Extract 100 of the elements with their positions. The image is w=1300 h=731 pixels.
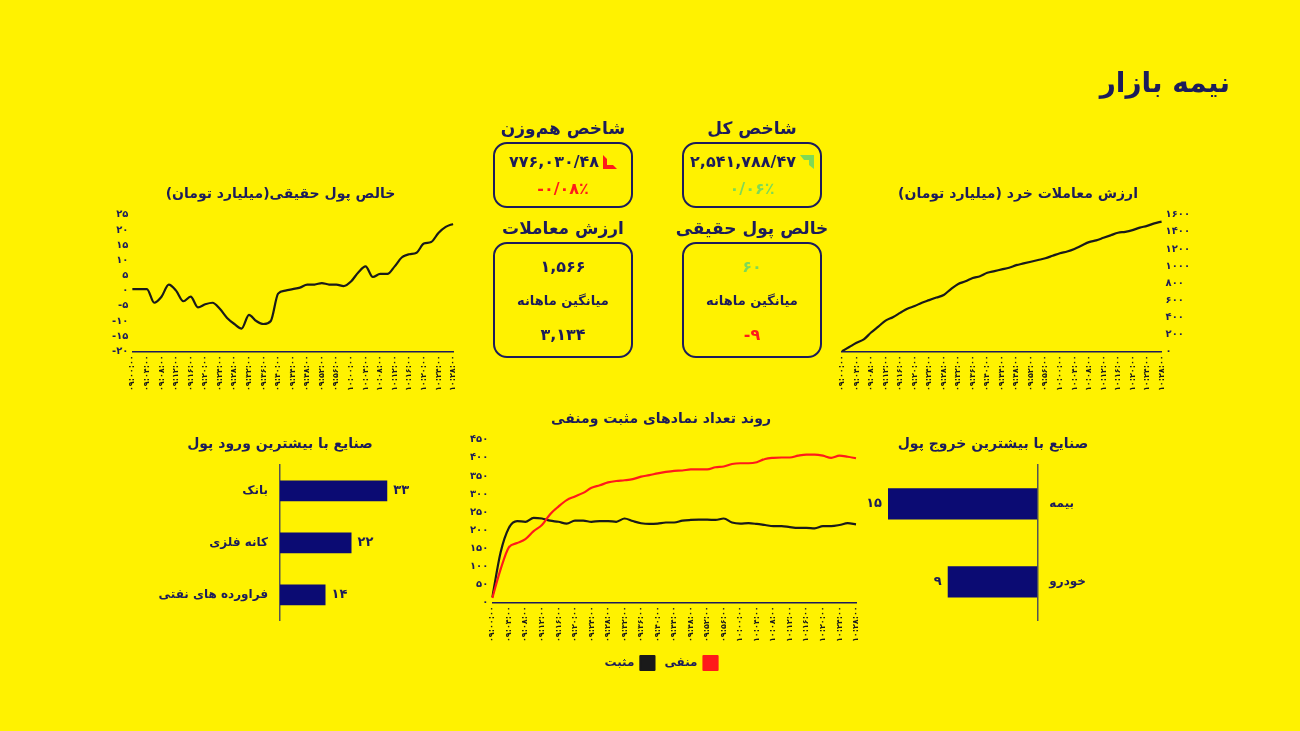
text: ۱,۵۶۶ (540, 256, 586, 276)
x-tick-label: ۰۹:۱۲:۰۰ (536, 606, 546, 643)
chart-title: خالص پول حقیقی(میلیارد تومان) (165, 185, 396, 203)
y-tick-label: -۱۵ (112, 329, 129, 341)
x-tick-label: ۰۹:۵۶:۰۰ (718, 606, 728, 643)
y-tick-label: ۴۵۰ (470, 433, 489, 445)
x-tick-label: ۰۹:۲۰:۰۰ (570, 606, 580, 643)
x-tick-label: ۱۰:۱۲:۰۰ (389, 355, 399, 392)
y-tick-label: ۵۰ (476, 577, 489, 589)
x-tick-label: ۰۹:۰۰:۰۰ (127, 355, 137, 392)
text: ارزش معاملات (501, 218, 625, 238)
x-tick-label: ۱۰:۲۸:۰۰ (448, 355, 458, 392)
x-tick-label: ۱۰:۱۲:۰۰ (1098, 355, 1108, 392)
line-series (131, 222, 455, 330)
text: ۶۰ (742, 256, 762, 276)
chart-title: روند تعداد نمادهای مثبت ومنفی (551, 410, 771, 428)
x-tick-label: ۱۰:۱۶:۰۰ (404, 355, 414, 392)
text: شاخص هم‌وزن (499, 118, 627, 138)
x-tick-label: ۱۰:۲۴:۰۰ (433, 355, 443, 392)
y-tick-label: -۵ (118, 299, 129, 311)
x-tick-label: ۰۹:۲۴:۰۰ (924, 355, 934, 392)
x-tick-label: ۰۹:۱۶:۰۰ (553, 606, 563, 643)
x-tick-label: ۰۹:۵۶:۰۰ (331, 355, 341, 392)
x-tick-label: ۰۹:۳۲:۰۰ (953, 355, 963, 392)
x-tick-label: ۰۹:۲۰:۰۰ (909, 355, 919, 392)
x-tick-label: ۱۰:۲۰:۰۰ (418, 355, 428, 392)
text: میانگین ماهانه (706, 292, 798, 308)
y2-tick-label: ۴۰۰ (1165, 310, 1184, 322)
x-tick-label: ۰۹:۰۸:۰۰ (866, 355, 876, 392)
x-tick-label: ۰۹:۲۴:۰۰ (586, 606, 596, 643)
y-tick-label: ۰ (482, 595, 489, 607)
y-tick-label: ۳۵۰ (470, 469, 489, 481)
x-tick-label: ۱۰:۰۰:۰۰ (1054, 355, 1064, 392)
x-tick-label: ۱۰:۰۴:۰۰ (751, 606, 761, 643)
y-tick-label: ۱۵۰ (470, 541, 489, 553)
y2-tick-label: ۱۰۰۰ (1165, 259, 1191, 271)
y-tick-label: -۱۰ (112, 314, 129, 326)
text: ۳,۱۳۴ (540, 324, 586, 344)
x-tick-label: ۰۹:۴۸:۰۰ (685, 606, 695, 643)
y-tick-label: ۲۰۰ (470, 523, 489, 535)
x-tick-label: ۰۹:۰۴:۰۰ (142, 355, 152, 392)
y-tick-label: ۲۰ (116, 223, 129, 235)
legend-label: مثبت (604, 655, 635, 670)
data-label: ۲۲ (357, 534, 374, 550)
y2-tick-label: ۱۶۰۰ (1165, 208, 1191, 220)
x-tick-label: ۱۰:۲۴:۰۰ (1142, 355, 1152, 392)
x-tick-label: ۰۹:۲۰:۰۰ (200, 355, 210, 392)
y-tick-label: ۴۰۰ (470, 451, 489, 463)
text: نیمه بازار (1097, 66, 1230, 99)
x-tick-label: ۱۰:۰۰:۰۰ (735, 606, 745, 643)
y-tick-label: ۵ (122, 269, 129, 281)
y-tick-label: ۲۵۰ (470, 505, 489, 517)
y-tick-label: خودرو (1048, 573, 1087, 589)
x-tick-label: ۰۹:۳۲:۰۰ (619, 606, 629, 643)
x-tick-label: ۰۹:۱۲:۰۰ (171, 355, 181, 392)
y2-tick-label: ۶۰۰ (1165, 293, 1184, 305)
x-tick-label: ۰۹:۵۲:۰۰ (1025, 355, 1035, 392)
text: شاخص کل (706, 118, 798, 138)
y2-tick-label: ۸۰۰ (1165, 276, 1184, 288)
x-tick-label: ۱۰:۲۰:۰۰ (818, 606, 828, 643)
text: میانگین ماهانه (517, 292, 609, 308)
x-tick-label: ۰۹:۴۴:۰۰ (287, 355, 297, 392)
x-tick-label: ۱۰:۰۴:۰۰ (1069, 355, 1079, 392)
legend-label: منفی (664, 655, 698, 670)
y-tick-label: ۱۰۰ (470, 559, 489, 571)
chart-title: صنایع با بیشترین خروج پول (897, 435, 1089, 453)
y-tick-label: ۱۵ (116, 238, 129, 250)
text: ۲,۵۴۱,۷۸۸/۴۷ (690, 152, 796, 171)
x-tick-label: ۰۹:۰۴:۰۰ (503, 606, 513, 643)
x-tick-label: ۰۹:۲۸:۰۰ (938, 355, 948, 392)
x-tick-label: ۱۰:۲۸:۰۰ (851, 606, 861, 643)
chart-title: صنایع با بیشترین ورود پول (187, 435, 373, 453)
y2-tick-label: ۰ (1165, 344, 1172, 356)
x-tick-label: ۰۹:۰۸:۰۰ (520, 606, 530, 643)
text: ۷۷۶,۰۳۰/۴۸ (508, 152, 600, 171)
x-tick-label: ۰۹:۰۴:۰۰ (851, 355, 861, 392)
chart-title: ارزش معاملات خرد (میلیارد تومان) (898, 185, 1138, 203)
x-tick-label: ۰۹:۱۶:۰۰ (895, 355, 905, 392)
y-tick-label: فراورده های نفتی (158, 586, 268, 602)
x-tick-label: ۱۰:۰۴:۰۰ (360, 355, 370, 392)
x-tick-label: ۱۰:۲۰:۰۰ (1127, 355, 1137, 392)
x-tick-label: ۱۰:۱۶:۰۰ (801, 606, 811, 643)
x-tick-label: ۰۹:۱۶:۰۰ (185, 355, 195, 392)
x-tick-label: ۰۹:۰۸:۰۰ (156, 355, 166, 392)
y-tick-label: ۲۵ (116, 208, 129, 220)
x-tick-label: ۰۹:۰۰:۰۰ (837, 355, 847, 392)
x-tick-label: ۰۹:۴۴:۰۰ (996, 355, 1006, 392)
x-tick-label: ۱۰:۱۲:۰۰ (784, 606, 794, 643)
x-tick-label: ۰۹:۲۴:۰۰ (214, 355, 224, 392)
y-tick-label: ۱۰ (116, 253, 129, 265)
x-tick-label: ۰۹:۳۲:۰۰ (244, 355, 254, 392)
text: خالص پول حقیقی (674, 218, 830, 238)
x-tick-label: ۰۹:۱۲:۰۰ (880, 355, 890, 392)
x-tick-label: ۱۰:۲۸:۰۰ (1156, 355, 1166, 392)
x-tick-label: ۰۹:۴۰:۰۰ (273, 355, 283, 392)
x-tick-label: ۰۹:۵۲:۰۰ (316, 355, 326, 392)
y2-tick-label: ۱۲۰۰ (1165, 242, 1191, 254)
x-tick-label: ۰۹:۵۶:۰۰ (1040, 355, 1050, 392)
data-label: ۹ (933, 573, 942, 589)
x-tick-label: ۱۰:۱۶:۰۰ (1113, 355, 1123, 392)
